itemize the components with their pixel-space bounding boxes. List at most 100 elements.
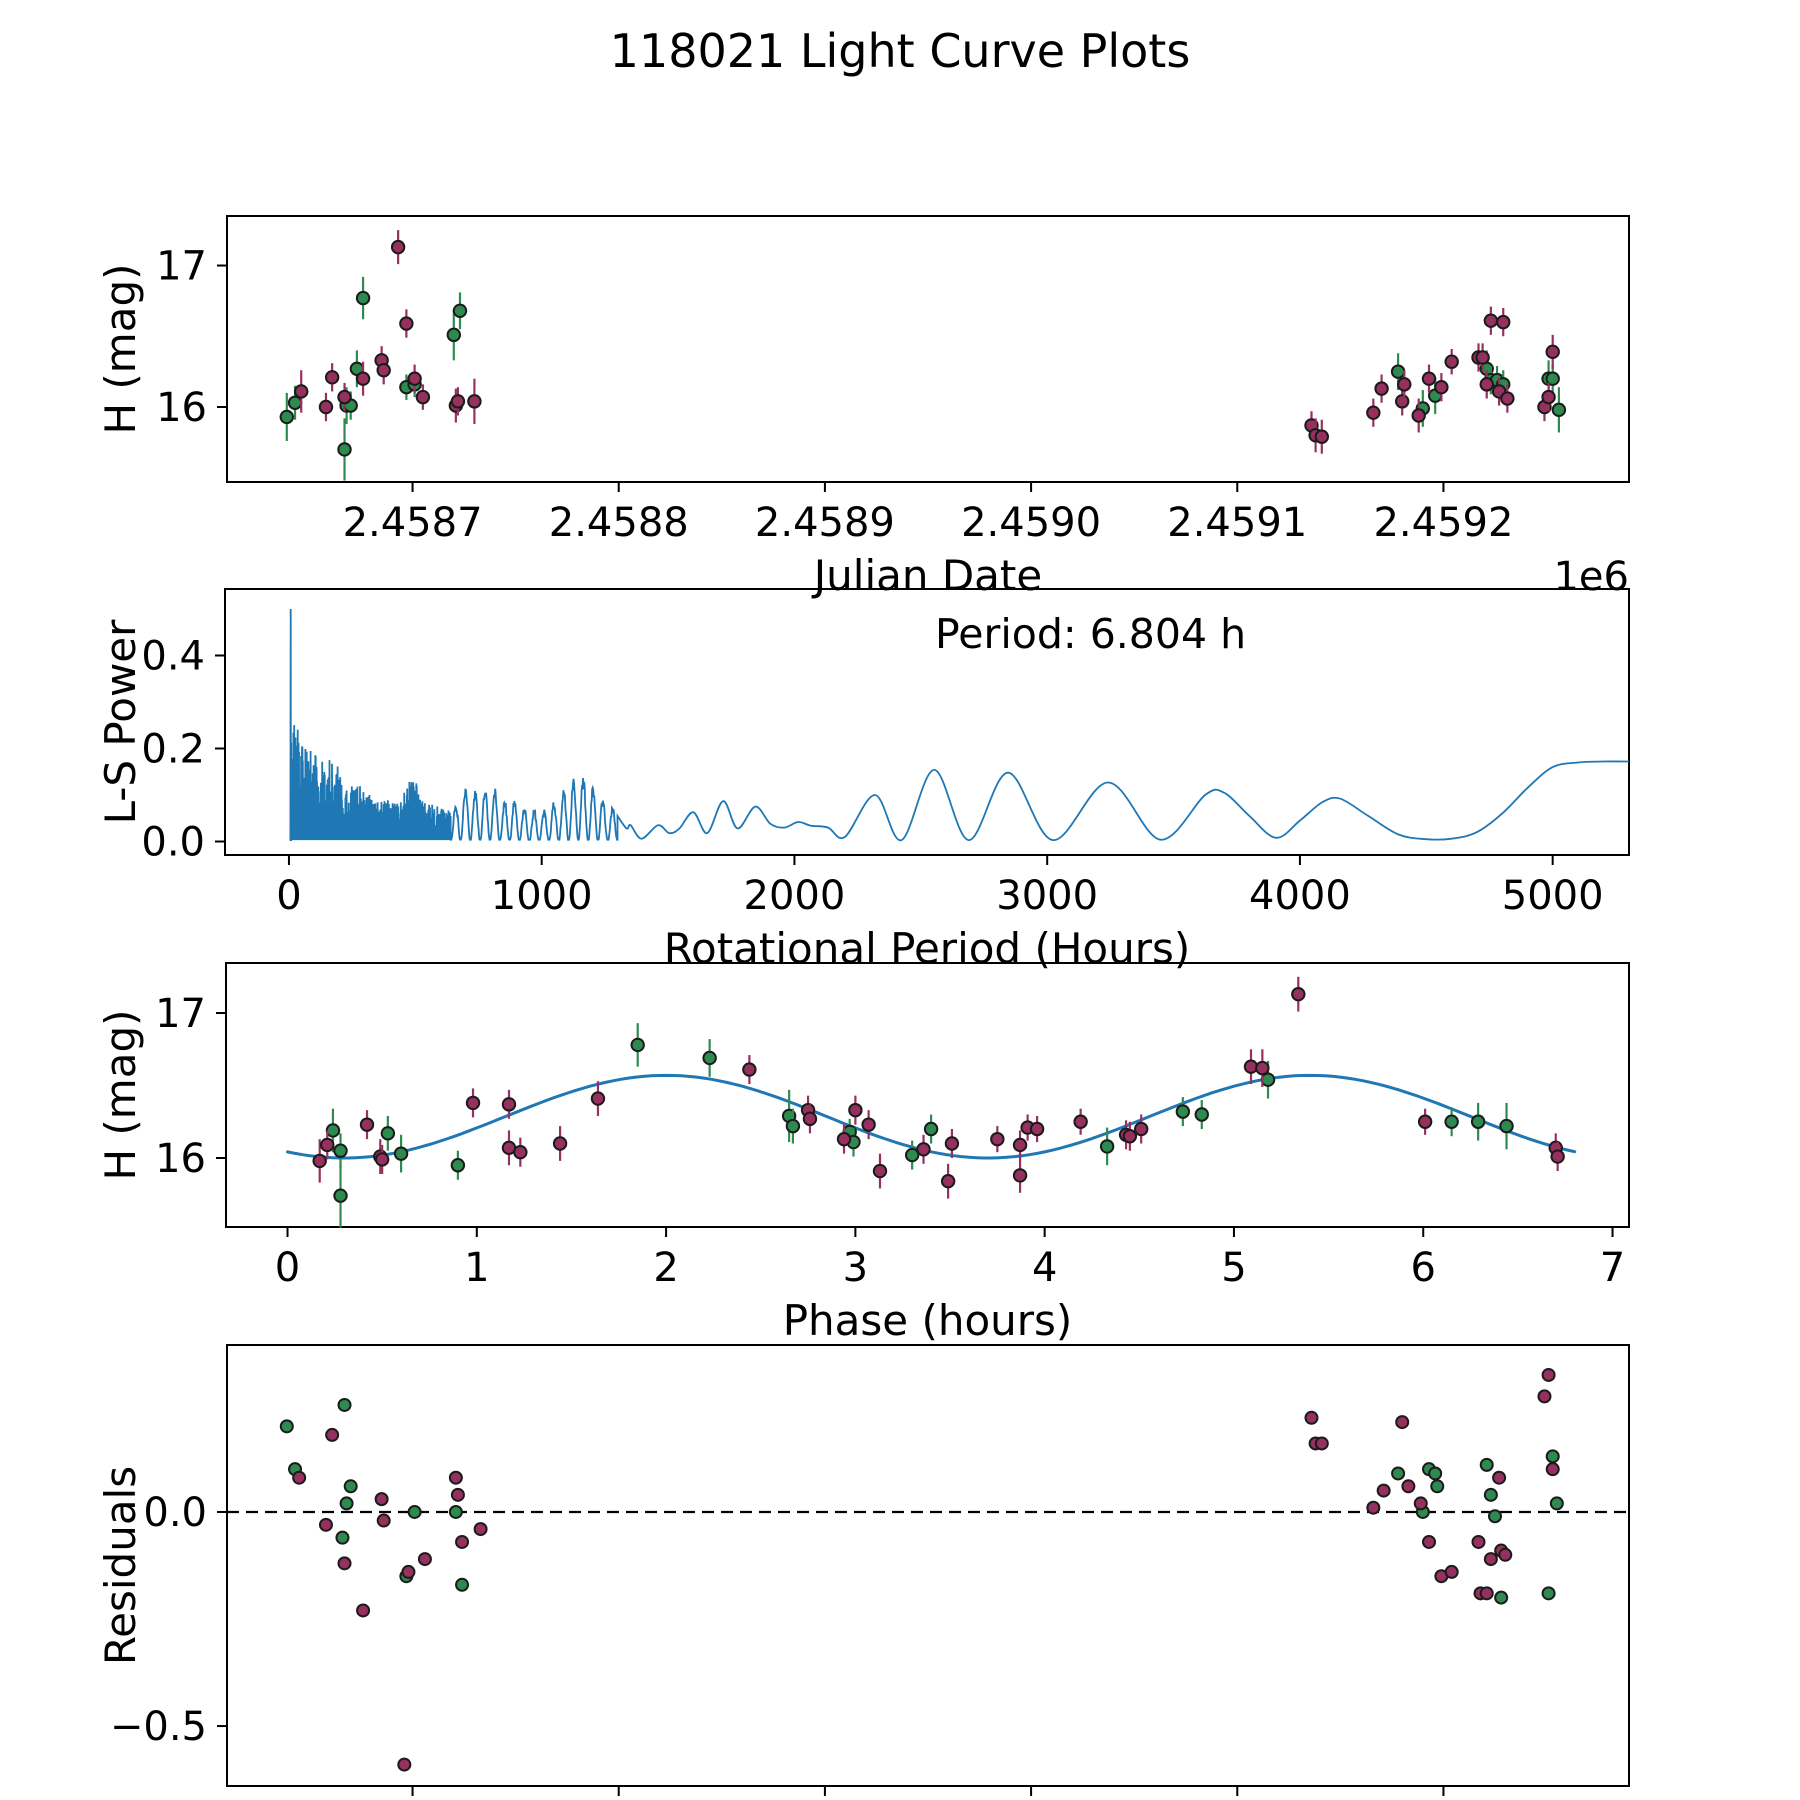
data-point-maroon xyxy=(742,1062,757,1077)
residual-point-green xyxy=(1430,1479,1445,1494)
data-point-maroon xyxy=(1434,380,1449,395)
phase_curve-y-tick-label: 16 xyxy=(155,1136,206,1182)
data-point-maroon xyxy=(1395,394,1410,409)
residual-point-green xyxy=(455,1577,470,1592)
residual-point-maroon xyxy=(1395,1415,1410,1430)
data-point-green xyxy=(446,327,461,343)
residual-point-maroon xyxy=(455,1534,470,1549)
residual-point-green xyxy=(1549,1496,1564,1511)
periodogram-x-tick-label: 5000 xyxy=(1502,873,1604,919)
residual-point-maroon xyxy=(1471,1534,1486,1549)
jd_lightcurve-y-tick-label: 17 xyxy=(156,244,207,290)
residual-point-maroon xyxy=(1537,1389,1552,1404)
data-point-maroon xyxy=(1012,1137,1028,1153)
data-point-green xyxy=(1194,1107,1209,1122)
data-point-maroon xyxy=(940,1173,956,1189)
data-point-maroon xyxy=(1541,389,1556,405)
data-point-maroon xyxy=(318,399,334,415)
periodogram-x-tick-label: 3000 xyxy=(996,873,1098,919)
data-point-green xyxy=(1390,364,1406,379)
data-point-green xyxy=(393,1146,409,1161)
data-point-maroon xyxy=(1314,429,1329,444)
residual-point-maroon xyxy=(1444,1564,1459,1579)
residual-point-maroon xyxy=(337,1556,352,1571)
data-point-maroon xyxy=(1444,354,1459,369)
data-point-green xyxy=(287,395,303,410)
jd_lightcurve-y-axis-label: H (mag) xyxy=(96,263,145,434)
periodogram-y-tick-label: 0.4 xyxy=(141,634,205,680)
residual-point-green xyxy=(1428,1466,1443,1481)
data-point-maroon xyxy=(1366,405,1381,420)
data-point-green xyxy=(380,1126,396,1141)
periodogram-y-tick-label: 0.0 xyxy=(141,820,205,866)
data-point-green xyxy=(1444,1114,1459,1129)
data-point-maroon xyxy=(836,1131,852,1147)
residuals-axes-box xyxy=(226,1344,1630,1787)
data-point-maroon xyxy=(399,316,414,331)
jd-lightcurve-panel: 2.4587 2.4588 2.4589 2.4590 2.4591 2.4592 16 17… xyxy=(96,215,1630,600)
data-point-maroon xyxy=(1073,1114,1088,1129)
data-point-green xyxy=(355,290,371,306)
data-point-maroon xyxy=(1417,1114,1433,1129)
data-point-green xyxy=(904,1147,920,1163)
residual-point-green xyxy=(1483,1487,1498,1502)
phase-curve-panel: 0 1 2 3 4 5 6 7 16 17 Phase (hours) H (mag) xyxy=(96,962,1630,1345)
residual-point-maroon xyxy=(318,1517,333,1532)
data-point-green xyxy=(785,1118,801,1134)
data-point-maroon xyxy=(1374,381,1389,396)
jd_lightcurve-x-tick-label: 2.4591 xyxy=(1167,500,1307,546)
phase_curve-x-tick-label: 2 xyxy=(653,1245,678,1291)
jd_lightcurve-y-tick-label: 16 xyxy=(156,385,207,431)
data-point-maroon xyxy=(990,1131,1005,1147)
phase_curve-x-tick-label: 7 xyxy=(1600,1245,1625,1291)
sinusoid-fit-line xyxy=(286,1073,1577,1160)
residuals-y-tick-label: −0.5 xyxy=(110,1704,207,1750)
jd_lightcurve-series-survey-maroon xyxy=(294,230,1560,454)
phase_curve-x-tick-label: 3 xyxy=(843,1245,868,1291)
data-point-maroon xyxy=(861,1117,876,1132)
data-point-green xyxy=(1175,1104,1191,1119)
data-point-maroon xyxy=(1012,1168,1028,1183)
data-point-maroon xyxy=(1496,314,1511,330)
residual-point-maroon xyxy=(417,1552,432,1567)
data-point-maroon xyxy=(1483,313,1499,328)
phase_curve-x-tick-label: 6 xyxy=(1411,1245,1436,1291)
periodogram-x-tick-label: 4000 xyxy=(1249,873,1351,919)
data-point-maroon xyxy=(501,1097,517,1112)
periodogram-x-tick-label: 0 xyxy=(276,873,301,919)
jd_lightcurve-x-tick-label: 2.4588 xyxy=(549,500,689,546)
data-point-maroon xyxy=(337,389,352,405)
residual-point-green xyxy=(1391,1466,1406,1481)
residual-point-maroon xyxy=(1314,1436,1329,1451)
residual-point-maroon xyxy=(1492,1470,1507,1485)
data-point-maroon xyxy=(1122,1129,1138,1144)
data-point-maroon xyxy=(802,1111,818,1127)
residual-point-green xyxy=(1479,1457,1494,1472)
data-point-maroon xyxy=(1550,1149,1565,1164)
data-point-maroon xyxy=(552,1136,568,1151)
residuals-y-axis-label: Residuals xyxy=(96,1466,145,1665)
data-point-maroon xyxy=(312,1153,327,1169)
periodogram-panel: 0 1000 2000 3000 4000 5000 0.0 0.2 0.4 Rotational… xyxy=(96,588,1630,973)
data-point-green xyxy=(702,1050,717,1066)
jd_lightcurve-axes-box xyxy=(226,215,1630,483)
data-point-maroon xyxy=(376,363,391,378)
residual-point-green xyxy=(448,1504,463,1519)
data-point-maroon xyxy=(1545,344,1560,360)
data-point-green xyxy=(333,1188,348,1203)
residual-point-green xyxy=(337,1397,352,1412)
data-point-maroon xyxy=(355,371,371,386)
residual-point-maroon xyxy=(1479,1586,1494,1601)
phase_curve-y-axis-label: H (mag) xyxy=(96,1009,145,1180)
data-point-green xyxy=(630,1037,645,1053)
residual-point-green xyxy=(1494,1590,1509,1605)
phase_curve-x-tick-label: 1 xyxy=(464,1245,489,1291)
data-point-green xyxy=(337,442,352,457)
phase_curve-x-axis-label: Phase (hours) xyxy=(783,1296,1073,1345)
periodogram-x-tick-label: 1000 xyxy=(491,873,593,919)
phase_curve-x-tick-label: 4 xyxy=(1032,1245,1057,1291)
residual-point-maroon xyxy=(473,1522,488,1537)
data-point-green xyxy=(1099,1139,1115,1154)
jd_lightcurve-series-survey-green xyxy=(279,276,1567,481)
